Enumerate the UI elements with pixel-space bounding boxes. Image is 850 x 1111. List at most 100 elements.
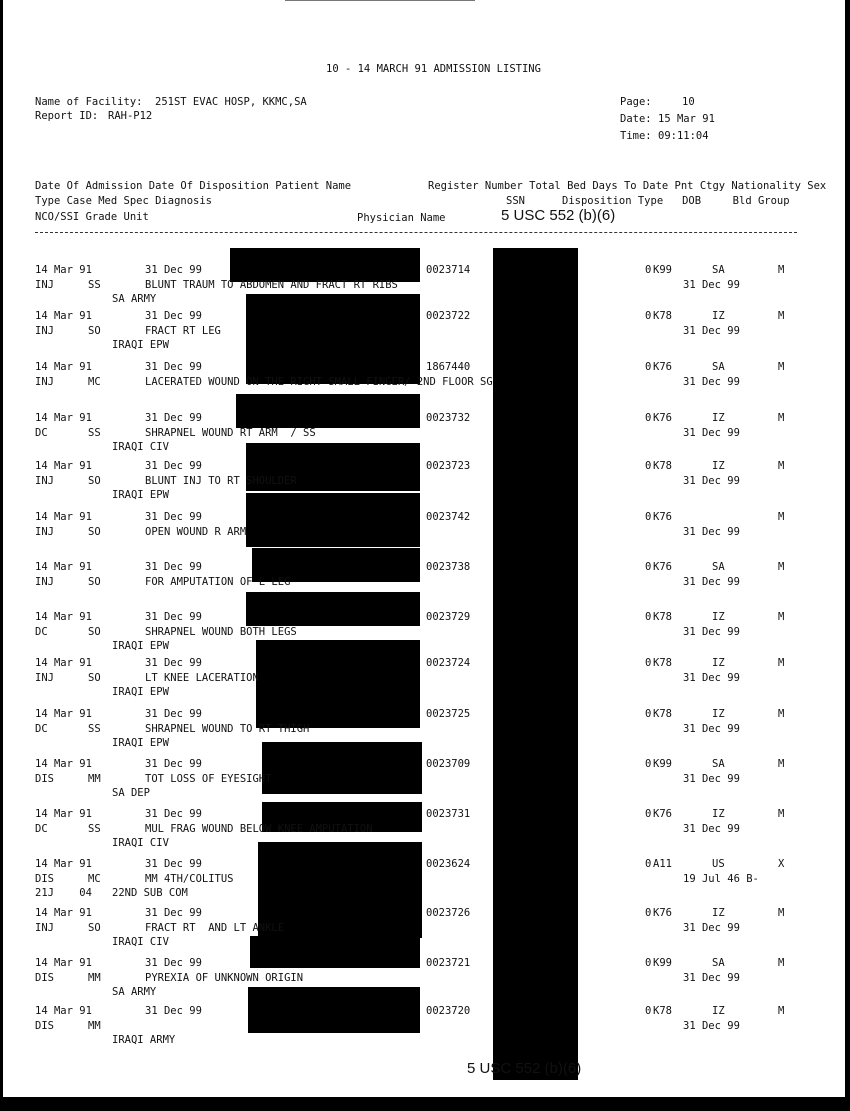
admission-date: 14 Mar 91 (35, 310, 92, 322)
patient-category: K78 (653, 1005, 672, 1017)
disposition-date: 31 Dec 99 (145, 264, 202, 276)
disposition-date: 31 Dec 99 (145, 657, 202, 669)
unit: IRAQI EPW (112, 686, 169, 698)
type-case: INJ (35, 922, 54, 934)
sex: X (778, 858, 785, 870)
patient-name-redaction (246, 294, 420, 352)
diagnosis: FOR AMPUTATION OF L LEG (145, 576, 291, 588)
admission-date: 14 Mar 91 (35, 361, 92, 373)
table-row: 14 Mar 91 31 Dec 99 0023726 0 K76 IZ M INJ SO FRA… (0, 907, 850, 957)
bed-days: 0 (645, 264, 652, 276)
table-row: 14 Mar 91 31 Dec 99 0023624 0 A11 US X DIS MC MM … (0, 858, 850, 908)
diagnosis: OPEN WOUND R ARM (145, 526, 247, 538)
dob: 31 Dec 99 (683, 427, 740, 439)
scan-border-left (0, 0, 3, 1111)
admission-date: 14 Mar 91 (35, 611, 92, 623)
table-row: 14 Mar 91 31 Dec 99 0023720 0 K78 IZ M DIS MM 31 … (0, 1005, 850, 1055)
table-row: 14 Mar 91 31 Dec 99 0023738 0 K76 SA M INJ SO FOR… (0, 561, 850, 611)
disposition-date: 31 Dec 99 (145, 808, 202, 820)
unit: SA ARMY (112, 293, 157, 305)
grade: 21J 04 (35, 887, 92, 899)
type-case: DIS (35, 773, 54, 785)
page-value: 10 (682, 96, 695, 108)
med-spec: MC (88, 376, 101, 388)
disposition-date: 31 Dec 99 (145, 561, 202, 573)
sex: M (778, 657, 785, 669)
dob: 31 Dec 99 (683, 376, 740, 388)
type-case: INJ (35, 376, 54, 388)
admission-date: 14 Mar 91 (35, 957, 92, 969)
patient-category: K76 (653, 361, 672, 373)
diagnosis: TOT LOSS OF EYESIGHT (145, 773, 272, 785)
table-row: 14 Mar 91 31 Dec 99 0023732 0 K76 IZ M DC SS SHRA… (0, 412, 850, 462)
type-case: INJ (35, 325, 54, 337)
header-divider (35, 232, 797, 233)
sex: M (778, 511, 785, 523)
register-number: 0023724 (426, 657, 471, 669)
admission-date: 14 Mar 91 (35, 858, 92, 870)
disposition-date: 31 Dec 99 (145, 758, 202, 770)
patient-name-redaction (246, 443, 420, 491)
patient-category: K76 (653, 907, 672, 919)
nationality: IZ (712, 611, 725, 623)
patient-name-redaction (250, 936, 420, 968)
unit: IRAQI EPW (112, 489, 169, 501)
patient-category: K99 (653, 957, 672, 969)
report-id-value: RAH-P12 (108, 110, 153, 122)
patient-category: K78 (653, 657, 672, 669)
dob: 31 Dec 99 (683, 626, 740, 638)
register-number: 0023742 (426, 511, 471, 523)
patient-name-redaction (256, 690, 420, 728)
sex: M (778, 708, 785, 720)
exemption-stamp-bottom: 5 USC 552 (b)(6) (467, 1060, 582, 1077)
bed-days: 0 (645, 412, 652, 424)
register-number: 0023729 (426, 611, 471, 623)
patient-name-redaction (252, 548, 420, 582)
diagnosis: MM 4TH/COLITUS (145, 873, 234, 885)
table-row: 14 Mar 91 31 Dec 99 1867440 0 K76 SA M INJ MC LAC… (0, 361, 850, 411)
patient-name-redaction (262, 742, 422, 794)
disposition-date: 31 Dec 99 (145, 361, 202, 373)
med-spec: SO (88, 325, 101, 337)
nationality: SA (712, 361, 725, 373)
dob: 31 Dec 99 (683, 972, 740, 984)
type-case: DC (35, 427, 48, 439)
unit: IRAQI EPW (112, 640, 169, 652)
register-number: 0023714 (426, 264, 471, 276)
type-case: INJ (35, 672, 54, 684)
patient-category: K78 (653, 708, 672, 720)
admission-date: 14 Mar 91 (35, 758, 92, 770)
unit: 22ND SUB COM (112, 887, 188, 899)
table-row: 14 Mar 91 31 Dec 99 0023721 0 K99 SA M DIS MM PYR… (0, 957, 850, 1007)
bed-days: 0 (645, 611, 652, 623)
type-case: DC (35, 723, 48, 735)
register-number: 0023731 (426, 808, 471, 820)
patient-name-redaction (236, 394, 420, 428)
disposition-date: 31 Dec 99 (145, 310, 202, 322)
bed-days: 0 (645, 310, 652, 322)
diagnosis: LACERATED WOUND ON THE RIGHT SMALL FINGE… (145, 376, 493, 388)
dob: 31 Dec 99 (683, 526, 740, 538)
nationality: IZ (712, 1005, 725, 1017)
med-spec: MC (88, 873, 101, 885)
med-spec: SO (88, 526, 101, 538)
bed-days: 0 (645, 657, 652, 669)
diagnosis: FRACT RT LEG (145, 325, 221, 337)
nationality: IZ (712, 460, 725, 472)
bed-days: 0 (645, 511, 652, 523)
scan-border-right (845, 0, 850, 1111)
med-spec: MM (88, 972, 101, 984)
admission-date: 14 Mar 91 (35, 1005, 92, 1017)
admission-date: 14 Mar 91 (35, 708, 92, 720)
dob: 31 Dec 99 (683, 922, 740, 934)
dob: 31 Dec 99 (683, 325, 740, 337)
unit: IRAQI CIV (112, 441, 169, 453)
date-value: 15 Mar 91 (658, 113, 715, 125)
dob: 31 Dec 99 (683, 723, 740, 735)
header-line1-left: Date Of Admission Date Of Disposition Pa… (35, 180, 352, 192)
nationality: SA (712, 758, 725, 770)
table-row: 14 Mar 91 31 Dec 99 0023722 0 K78 IZ M INJ SO FRA… (0, 310, 850, 360)
table-row: 14 Mar 91 31 Dec 99 0023729 0 K78 IZ M DC SO SHRA… (0, 611, 850, 661)
time-label: Time: (620, 130, 652, 142)
bed-days: 0 (645, 361, 652, 373)
